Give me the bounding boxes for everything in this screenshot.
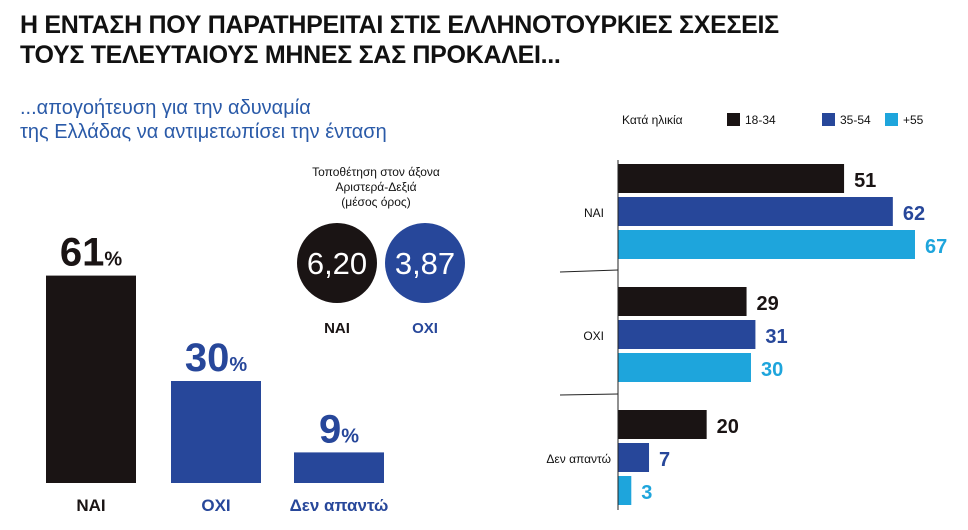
axis-placement-heading: Τοποθέτηση στον άξονα Αριστερά-Δεξιά (μέ… bbox=[296, 165, 456, 210]
axis-heading-line-1: Τοποθέτηση στον άξονα bbox=[312, 165, 440, 179]
hbar-2-1 bbox=[618, 287, 747, 316]
legend-swatch-2 bbox=[822, 113, 835, 126]
title-line-1: Η ΕΝΤΑΣΗ ΠΟΥ ΠΑΡΑΤΗΡΕΙΤΑΙ ΣΤΙΣ ΕΛΛΗΝΟΤΟΥ… bbox=[20, 11, 779, 39]
bar-value-2: 30% bbox=[185, 336, 248, 380]
hbar-2-3 bbox=[618, 353, 751, 382]
hbar-value-2-3: 30 bbox=[761, 359, 783, 381]
hbar-1-2 bbox=[618, 197, 893, 226]
average-circle-2 bbox=[385, 223, 465, 303]
hbar-3-2 bbox=[618, 443, 650, 472]
hbar-value-1-1: 51 bbox=[854, 170, 876, 192]
bar-1 bbox=[46, 275, 136, 483]
category-label-3: Δεν απαντώ bbox=[290, 496, 389, 515]
bar-3 bbox=[294, 452, 384, 483]
legend-label-3: +55 bbox=[903, 113, 924, 127]
group-label-3: Δεν απαντώ bbox=[546, 452, 611, 466]
legend-swatch-1 bbox=[727, 113, 740, 126]
category-label-1: ΝΑΙ bbox=[76, 496, 105, 515]
average-label-1: ΝΑΙ bbox=[324, 320, 350, 337]
chart-title: Η ΕΝΤΑΣΗ ΠΟΥ ΠΑΡΑΤΗΡΕΙΤΑΙ ΣΤΙΣ ΕΛΛΗΝΟΤΟΥ… bbox=[20, 10, 779, 70]
legend-label-1: 18-34 bbox=[745, 113, 776, 127]
group-label-2: ΟΧΙ bbox=[583, 329, 604, 343]
axis-heading-line-3: (μέσος όρος) bbox=[341, 195, 411, 209]
hbar-value-2-1: 29 bbox=[757, 293, 779, 315]
subtitle-line-1: ...απογοήτευση για την αδυναμία bbox=[20, 97, 311, 119]
subtitle-line-2: της Ελλάδας να αντιμετωπίσει την ένταση bbox=[20, 121, 387, 143]
chart-subtitle: ...απογοήτευση για την αδυναμία της Ελλά… bbox=[20, 96, 387, 144]
hbar-value-3-1: 20 bbox=[717, 416, 739, 438]
hbar-2-2 bbox=[618, 320, 756, 349]
average-value-2: 3,87 bbox=[395, 246, 455, 281]
bar-2 bbox=[171, 381, 261, 483]
hbar-1-1 bbox=[618, 164, 845, 193]
hbar-value-3-3: 3 bbox=[641, 482, 652, 504]
average-label-2: ΟΧΙ bbox=[412, 320, 438, 337]
legend-label-2: 35-54 bbox=[840, 113, 871, 127]
hbar-value-1-2: 62 bbox=[903, 203, 925, 225]
axis-heading-line-2: Αριστερά-Δεξιά bbox=[335, 180, 417, 194]
hbar-3-1 bbox=[618, 410, 707, 439]
hbar-value-1-3: 67 bbox=[925, 236, 947, 258]
average-circle-1 bbox=[297, 223, 377, 303]
bar-value-3: 9% bbox=[319, 407, 359, 451]
legend-swatch-3 bbox=[885, 113, 898, 126]
hbar-value-3-2: 7 bbox=[659, 449, 670, 471]
title-line-2: ΤΟΥΣ ΤΕΛΕΥΤΑΙΟΥΣ ΜΗΝΕΣ ΣΑΣ ΠΡΟΚΑΛΕΙ... bbox=[20, 41, 561, 69]
average-value-1: 6,20 bbox=[307, 246, 367, 281]
legend-title: Κατά ηλικία bbox=[622, 113, 683, 127]
group-separator-2 bbox=[559, 393, 619, 396]
hbar-value-2-2: 31 bbox=[765, 326, 787, 348]
group-label-1: ΝΑΙ bbox=[584, 206, 604, 220]
hbar-3-3 bbox=[618, 476, 632, 505]
category-label-2: ΟΧΙ bbox=[201, 496, 230, 515]
hbar-1-3 bbox=[618, 230, 915, 259]
bar-value-1: 61% bbox=[60, 231, 123, 275]
group-separator-1 bbox=[559, 269, 619, 273]
